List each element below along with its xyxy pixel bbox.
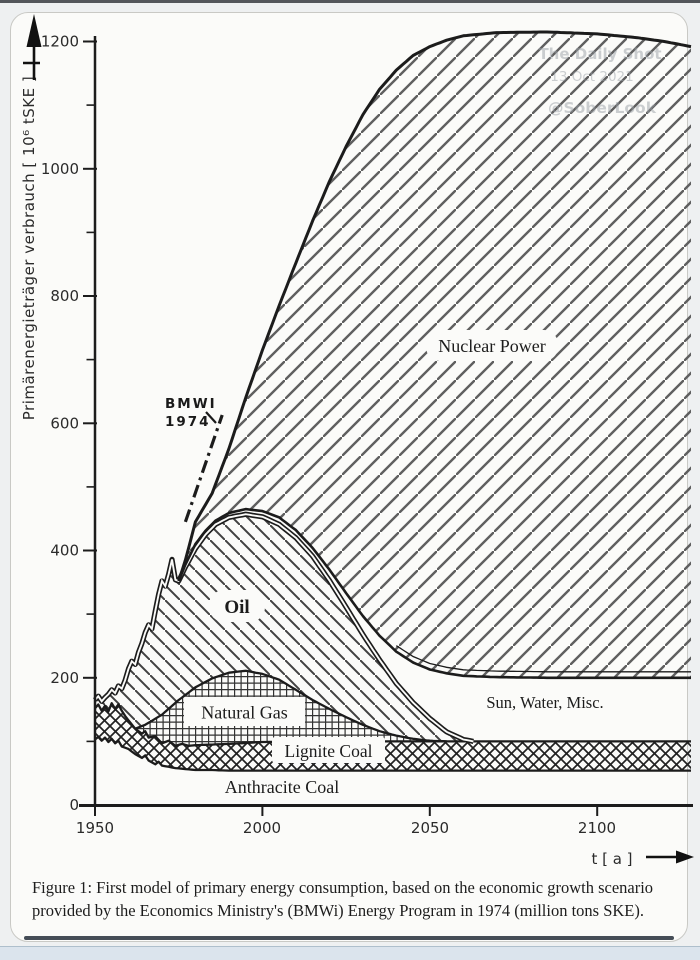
y-tick-labels: 0 200 400 600 800 1000 1200 bbox=[41, 33, 79, 815]
screenshot-top-edge bbox=[0, 0, 700, 3]
x-tick-label: 2050 bbox=[411, 819, 449, 837]
nuclear-label-plate bbox=[426, 330, 558, 361]
y-tick-label: 800 bbox=[50, 287, 79, 305]
y-tick-label: 1200 bbox=[41, 33, 79, 51]
natural-gas-label-plate bbox=[184, 697, 305, 726]
nuclear-power-label: Nuclear Power bbox=[438, 336, 545, 356]
bmwi-1974-annotation: BMWI 1974 bbox=[165, 396, 217, 430]
watermark-handle: @SoberLook bbox=[548, 99, 657, 117]
watermark-date: 13 Oct 2021 bbox=[550, 69, 633, 85]
next-card-edge bbox=[0, 946, 700, 960]
bmwi-pointer-tick bbox=[205, 411, 217, 424]
up-arrow-icon bbox=[23, 14, 42, 80]
figure-caption: Figure 1: First model of primary energy … bbox=[32, 878, 654, 921]
y-axis-title: Primärenergieträger verbrauch [ 10⁶ tSKE… bbox=[20, 76, 38, 420]
y-tick-label: 600 bbox=[50, 414, 79, 432]
watermark-title: The Daily Shot bbox=[538, 45, 661, 63]
bmwi-label-line1: BMWI bbox=[165, 396, 217, 412]
axes bbox=[79, 36, 693, 816]
curve-anthracite_top bbox=[94, 735, 691, 772]
curve-nuclear_bottom bbox=[177, 507, 691, 680]
bmwi-projection-line bbox=[183, 414, 224, 523]
right-arrow-icon bbox=[646, 850, 694, 864]
curve-lignite_top bbox=[94, 702, 691, 747]
y-tick-label: 400 bbox=[50, 542, 79, 560]
region-oil bbox=[95, 514, 474, 742]
curve-oil_top-core bbox=[94, 513, 474, 743]
y-major-ticks bbox=[83, 40, 97, 806]
curve-nuclear_top bbox=[177, 30, 692, 582]
x-tick-labels: 1950 2000 2050 2100 bbox=[76, 819, 616, 837]
bmwi-dashdot-line bbox=[183, 414, 224, 523]
region-labels: Nuclear Power Oil Natural Gas Lignite Co… bbox=[184, 330, 604, 797]
curve-gas_top bbox=[134, 669, 447, 743]
card-bottom-edge bbox=[24, 936, 674, 940]
region-lignite bbox=[95, 703, 691, 771]
sun-water-misc-label: Sun, Water, Misc. bbox=[486, 693, 603, 712]
curve-nuclear_bottom-companion bbox=[395, 645, 691, 673]
lignite-coal-label: Lignite Coal bbox=[285, 741, 373, 761]
y-minor-ticks bbox=[86, 104, 96, 743]
x-axis-title: t [ a ] bbox=[591, 850, 632, 868]
x-ticks bbox=[94, 805, 599, 816]
oil-label: Oil bbox=[224, 597, 249, 618]
x-tick-label: 2100 bbox=[578, 819, 616, 837]
natural-gas-label: Natural Gas bbox=[201, 703, 287, 723]
y-tick-label: 200 bbox=[50, 669, 79, 687]
y-tick-label: 0 bbox=[69, 796, 79, 814]
anthracite-coal-label: Anthracite Coal bbox=[225, 777, 339, 797]
x-tick-label: 2000 bbox=[243, 819, 281, 837]
chart-boundary-curves bbox=[93, 30, 692, 772]
bmwi-label-line2: 1974 bbox=[165, 414, 211, 430]
x-tick-label: 1950 bbox=[76, 819, 114, 837]
oil-label-plate bbox=[209, 590, 265, 622]
lignite-label-plate bbox=[272, 737, 385, 763]
y-tick-label: 1000 bbox=[41, 160, 79, 178]
watermark: The Daily Shot 13 Oct 2021 @SoberLook bbox=[538, 45, 661, 117]
